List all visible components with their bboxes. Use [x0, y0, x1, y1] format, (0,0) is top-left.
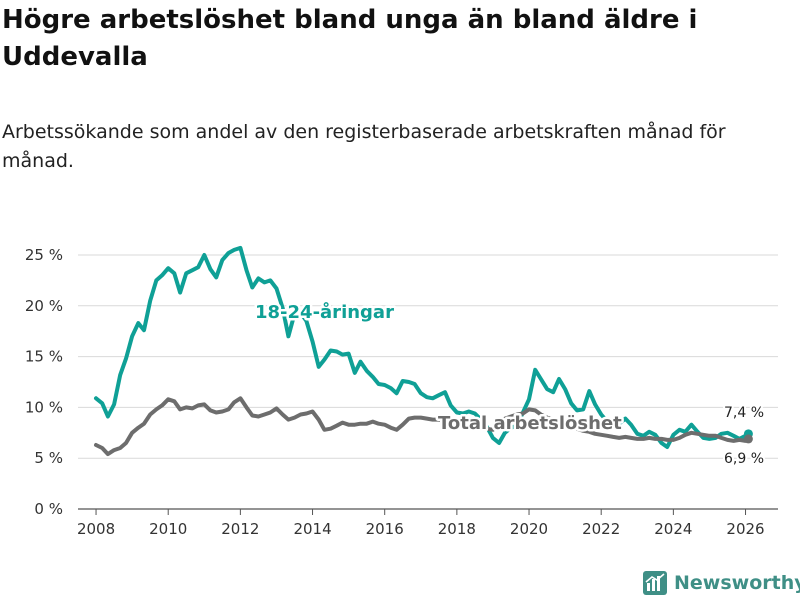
- x-tick-label: 2010: [149, 520, 187, 538]
- series-label-youth: 18-24-åringar: [255, 301, 394, 323]
- x-tick-label: 2008: [77, 520, 115, 538]
- series-lines: [94, 245, 753, 457]
- y-tick-label: 5 %: [34, 449, 63, 467]
- y-tick-label: 25 %: [25, 246, 63, 264]
- end-label-youth: 7,4 %: [724, 405, 764, 421]
- x-tick-label: 2012: [221, 520, 259, 538]
- series-line-youth: [94, 245, 751, 449]
- series-end-point: [743, 434, 753, 444]
- x-tick-label: 2022: [582, 520, 620, 538]
- x-tick-label: 2014: [293, 520, 331, 538]
- y-axis: 0 % 5 % 10 % 15 % 20 % 25 %: [25, 246, 63, 518]
- brand-logo: Newsworthy: [643, 568, 800, 598]
- series-labels: 18-24-åringar Total arbetslöshet 7,4 % 6,9 …: [253, 299, 767, 470]
- x-axis: 2008 2010 2012 2014 2016 2018 2020 2022 2024 2026: [77, 509, 765, 538]
- brand-name: Newsworthy: [674, 572, 800, 594]
- x-tick-label: 2024: [654, 520, 692, 538]
- x-tick-label: 2016: [366, 520, 404, 538]
- y-tick-label: 20 %: [25, 297, 63, 315]
- y-tick-label: 15 %: [25, 348, 63, 366]
- series-line-total: [94, 396, 751, 457]
- x-tick-label: 2020: [510, 520, 548, 538]
- chart-subtitle: Arbetssökande som andel av den registerb…: [2, 121, 726, 172]
- x-tick-label: 2018: [438, 520, 476, 538]
- newsworthy-logo-icon: [643, 571, 667, 595]
- gridlines: [78, 254, 778, 510]
- chart-title: Högre arbetslöshet bland unga än bland ä…: [2, 5, 698, 72]
- end-label-total: 6,9 %: [724, 451, 764, 467]
- y-tick-label: 10 %: [25, 398, 63, 416]
- x-tick-label: 2026: [726, 520, 764, 538]
- y-tick-label: 0 %: [34, 500, 63, 518]
- series-label-total: Total arbetslöshet: [438, 413, 622, 434]
